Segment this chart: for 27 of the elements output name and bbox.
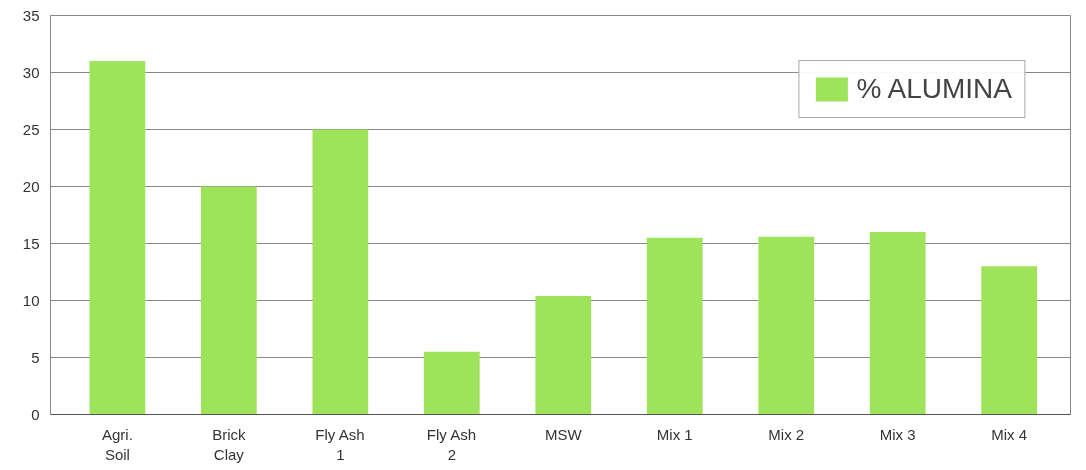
- bar: [758, 236, 815, 415]
- bar: [869, 232, 926, 415]
- bar: [981, 266, 1038, 415]
- y-tick-label: 25: [22, 120, 40, 138]
- legend-label: % ALUMINA: [856, 73, 1012, 105]
- x-tick-label: Mix 3: [879, 425, 916, 443]
- x-tick-label: Agri. Soil: [101, 425, 133, 463]
- bar: [535, 295, 592, 415]
- y-tick-label: 10: [22, 291, 40, 309]
- x-tick-label: Mix 2: [768, 425, 805, 443]
- x-tick-label: Fly Ash 1: [315, 425, 365, 463]
- x-tick-label: Brick Clay: [212, 425, 247, 463]
- y-tick-label: 20: [22, 177, 40, 195]
- x-tick-label: Mix 4: [991, 425, 1028, 443]
- bar: [89, 61, 146, 415]
- x-tick-label: MSW: [544, 425, 583, 443]
- bar: [423, 351, 480, 415]
- y-tick-label: 15: [22, 234, 40, 252]
- y-tick-label: 30: [22, 63, 40, 81]
- y-tick-label: 5: [31, 348, 40, 366]
- bar: [312, 129, 369, 415]
- x-tick-label: Fly Ash 2: [426, 425, 476, 463]
- y-tick-label: 0: [31, 405, 40, 423]
- bar: [200, 186, 257, 415]
- y-tick-label: 35: [22, 6, 40, 24]
- bar: [646, 237, 703, 415]
- x-tick-label: Mix 1: [656, 425, 693, 443]
